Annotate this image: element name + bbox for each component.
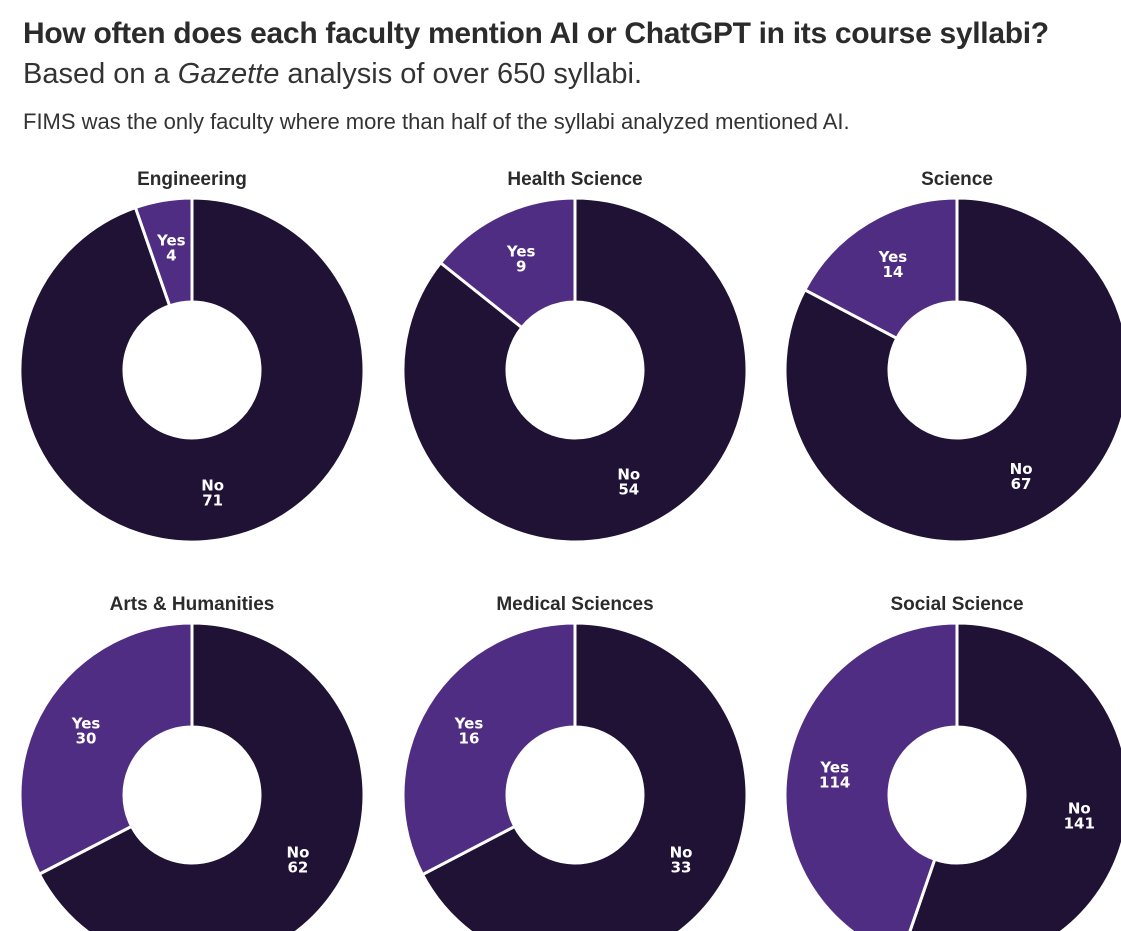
subtitle-suffix: analysis of over 650 syllabi.: [279, 58, 643, 90]
slice-label-yes-social-science: Yes: [819, 758, 849, 776]
slice-value-no-engineering: 71: [202, 491, 223, 509]
slice-yes-health-science: [439, 196, 577, 330]
slice-yes-engineering: [133, 196, 194, 308]
subtitle-prefix: Based on a: [23, 58, 178, 90]
slice-label-yes-health-science: Yes: [506, 242, 536, 260]
slice-yes-science: [803, 196, 959, 340]
chart-title: How often does each faculty mention AI o…: [23, 17, 1049, 50]
slice-no-social-science: [908, 621, 1121, 931]
facet-title-arts-and-humanities: Arts & Humanities: [110, 594, 275, 615]
slice-value-yes-engineering: 4: [166, 247, 176, 265]
facet-title-science: Science: [921, 169, 993, 190]
slice-yes-arts-and-humanities: [18, 621, 194, 876]
facet-title-medical-sciences: Medical Sciences: [496, 594, 653, 615]
slice-yes-medical-sciences: [401, 621, 577, 877]
slice-no-medical-sciences: [421, 621, 749, 931]
slice-value-yes-medical-sciences: 16: [459, 730, 480, 748]
slice-label-no-social-science: No: [1068, 800, 1091, 818]
slice-value-no-social-science: 141: [1064, 815, 1095, 833]
slice-no-arts-and-humanities: [37, 621, 366, 931]
slice-label-no-engineering: No: [201, 476, 224, 494]
slice-value-yes-social-science: 114: [819, 773, 850, 791]
slice-value-no-health-science: 54: [618, 481, 639, 499]
subtitle-publication: Gazette: [177, 58, 280, 90]
slice-label-no-arts-and-humanities: No: [287, 843, 310, 861]
slice-label-yes-engineering: Yes: [156, 232, 186, 250]
slice-label-yes-science: Yes: [878, 248, 908, 266]
slice-value-yes-health-science: 9: [516, 257, 526, 275]
facet-title-social-science: Social Science: [890, 594, 1023, 615]
slice-label-no-science: No: [1010, 460, 1033, 478]
facet-title-engineering: Engineering: [137, 169, 247, 190]
chart-subtitle: Based on a Gazette analysis of over 650 …: [23, 58, 642, 91]
slice-value-yes-science: 14: [882, 263, 903, 281]
slice-no-science: [783, 196, 1121, 544]
slice-no-health-science: [401, 196, 749, 544]
facet-title-health-science: Health Science: [507, 169, 642, 190]
slice-value-no-arts-and-humanities: 62: [288, 858, 309, 876]
slice-no-engineering: [18, 196, 366, 544]
slice-value-yes-arts-and-humanities: 30: [76, 730, 97, 748]
slice-label-yes-arts-and-humanities: Yes: [71, 715, 101, 733]
chart-note: FIMS was the only faculty where more tha…: [23, 109, 850, 134]
slice-yes-social-science: [783, 621, 959, 931]
slice-value-no-science: 67: [1011, 475, 1032, 493]
slice-label-yes-medical-sciences: Yes: [454, 715, 484, 733]
slice-label-no-medical-sciences: No: [670, 843, 693, 861]
slice-value-no-medical-sciences: 33: [671, 858, 692, 876]
slice-label-no-health-science: No: [617, 466, 640, 484]
